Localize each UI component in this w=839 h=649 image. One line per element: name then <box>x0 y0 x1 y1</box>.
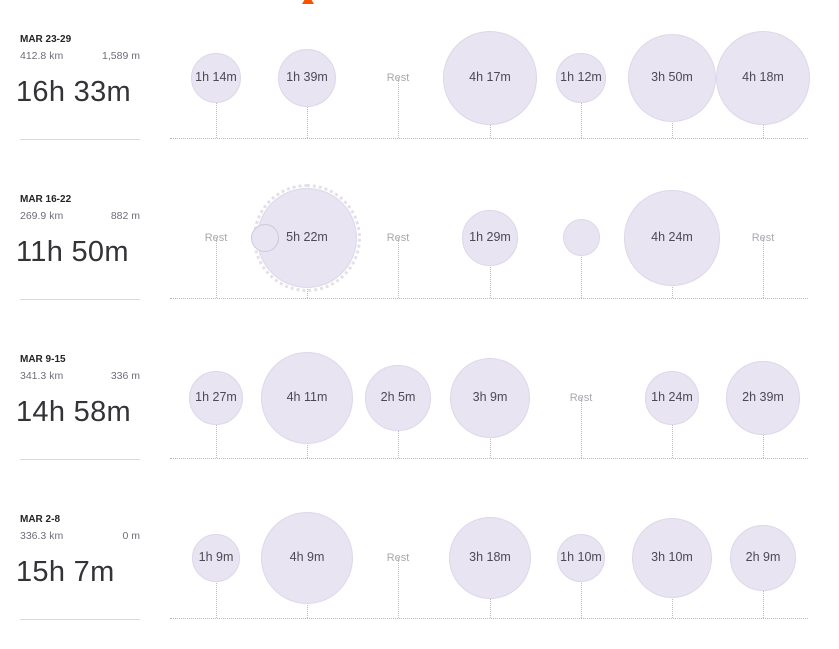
week-elevation: 882 m <box>110 210 140 222</box>
activity-bubble[interactable] <box>562 219 600 257</box>
day-stem <box>216 398 217 458</box>
day-stem <box>763 238 764 298</box>
week-row: MAR 9-15 341.3 km 336 m 14h 58m 1h 27m 4h… <box>0 326 839 486</box>
activity-bubble[interactable] <box>624 190 720 286</box>
activity-duration-label: 3h 18m <box>469 550 511 564</box>
week-baseline <box>170 618 808 619</box>
activity-duration-label: 3h 50m <box>651 70 693 84</box>
week-label[interactable]: MAR 23-29 <box>20 34 72 45</box>
activity-bubble[interactable] <box>556 533 606 583</box>
activity-duration-label: 3h 9m <box>472 390 508 404</box>
secondary-activity-bubble[interactable] <box>251 224 279 252</box>
activity-duration-label: 2h 9m <box>745 550 781 564</box>
activity-bubble[interactable] <box>716 31 810 125</box>
rest-day-label: Rest <box>386 552 410 564</box>
activity-duration-label: 1h 27m <box>195 390 237 404</box>
rest-day-label: Rest <box>204 232 228 244</box>
day-stem <box>490 238 491 298</box>
current-week-marker-icon <box>302 0 314 4</box>
activity-duration-label: 4h 17m <box>469 70 511 84</box>
activity-duration-label: 1h 39m <box>286 70 328 84</box>
activity-bubble[interactable] <box>443 31 537 125</box>
week-row: MAR 23-29 412.8 km 1,589 m 16h 33m 1h 14… <box>0 6 839 166</box>
activity-bubble[interactable] <box>726 361 800 435</box>
week-baseline <box>170 138 808 139</box>
summary-divider <box>20 619 140 620</box>
activity-duration-label: 1h 10m <box>560 550 602 564</box>
activity-bubble[interactable] <box>277 48 337 108</box>
week-elevation: 336 m <box>110 370 140 382</box>
week-row: MAR 16-22 269.9 km 882 m 11h 50m Rest 5h … <box>0 166 839 326</box>
week-elevation: 0 m <box>122 530 140 542</box>
activity-bubble[interactable] <box>627 33 717 123</box>
activity-duration-label: 5h 22m <box>286 230 328 244</box>
activity-bubble[interactable] <box>188 370 244 426</box>
day-stem <box>398 78 399 138</box>
activity-duration-label: 4h 9m <box>289 550 325 564</box>
week-elevation: 1,589 m <box>102 50 140 62</box>
day-stem <box>581 558 582 618</box>
activity-bubble[interactable] <box>365 365 431 431</box>
activity-bubble[interactable] <box>449 357 531 439</box>
activity-bubble[interactable] <box>260 351 354 445</box>
day-stem <box>216 238 217 298</box>
activity-duration-label: 3h 10m <box>651 550 693 564</box>
day-stem <box>581 238 582 298</box>
week-total-time: 15h 7m <box>16 556 115 588</box>
day-stem <box>216 78 217 138</box>
rest-day-label: Rest <box>569 392 593 404</box>
rest-day-label: Rest <box>386 232 410 244</box>
rest-day-label: Rest <box>386 72 410 84</box>
summary-divider <box>20 459 140 460</box>
day-stem <box>216 558 217 618</box>
activity-duration-label: 1h 9m <box>198 550 234 564</box>
summary-divider <box>20 299 140 300</box>
activity-duration-label: 1h 24m <box>651 390 693 404</box>
day-stem <box>398 558 399 618</box>
activity-duration-label: 2h 5m <box>380 390 416 404</box>
rest-day-label: Rest <box>751 232 775 244</box>
week-row: MAR 2-8 336.3 km 0 m 15h 7m 1h 9m 4h 9m Re… <box>0 486 839 646</box>
activity-bubble[interactable] <box>190 52 242 104</box>
week-baseline <box>170 458 808 459</box>
activity-bubble[interactable] <box>556 53 606 103</box>
day-stem <box>581 398 582 458</box>
week-total-time: 14h 58m <box>16 396 131 428</box>
day-stem <box>398 238 399 298</box>
activity-bubble[interactable] <box>462 210 518 266</box>
activity-duration-label: 2h 39m <box>742 390 784 404</box>
summary-divider <box>20 139 140 140</box>
day-stem <box>307 78 308 138</box>
activity-duration-label: 4h 24m <box>651 230 693 244</box>
activity-duration-label: 1h 14m <box>195 70 237 84</box>
activity-duration-label: 4h 11m <box>286 390 328 404</box>
day-stem <box>581 78 582 138</box>
week-distance: 269.9 km <box>20 210 64 222</box>
week-total-time: 16h 33m <box>16 76 131 108</box>
week-baseline <box>170 298 808 299</box>
activity-bubble[interactable] <box>631 517 713 599</box>
day-stem <box>672 398 673 458</box>
week-label[interactable]: MAR 16-22 <box>20 194 72 205</box>
activity-bubble[interactable] <box>645 371 699 425</box>
activity-bubble[interactable] <box>448 516 532 600</box>
activity-bubble[interactable] <box>191 533 241 583</box>
week-total-time: 11h 50m <box>16 236 129 268</box>
activity-duration-label: 1h 29m <box>469 230 511 244</box>
week-distance: 336.3 km <box>20 530 64 542</box>
week-label[interactable]: MAR 2-8 <box>20 514 61 525</box>
week-distance: 412.8 km <box>20 50 64 62</box>
activity-duration-label: 1h 12m <box>560 70 602 84</box>
week-label[interactable]: MAR 9-15 <box>20 354 66 365</box>
activity-duration-label: 4h 18m <box>742 70 784 84</box>
activity-bubble[interactable] <box>729 524 797 592</box>
week-distance: 341.3 km <box>20 370 64 382</box>
activity-bubble[interactable] <box>260 511 354 605</box>
